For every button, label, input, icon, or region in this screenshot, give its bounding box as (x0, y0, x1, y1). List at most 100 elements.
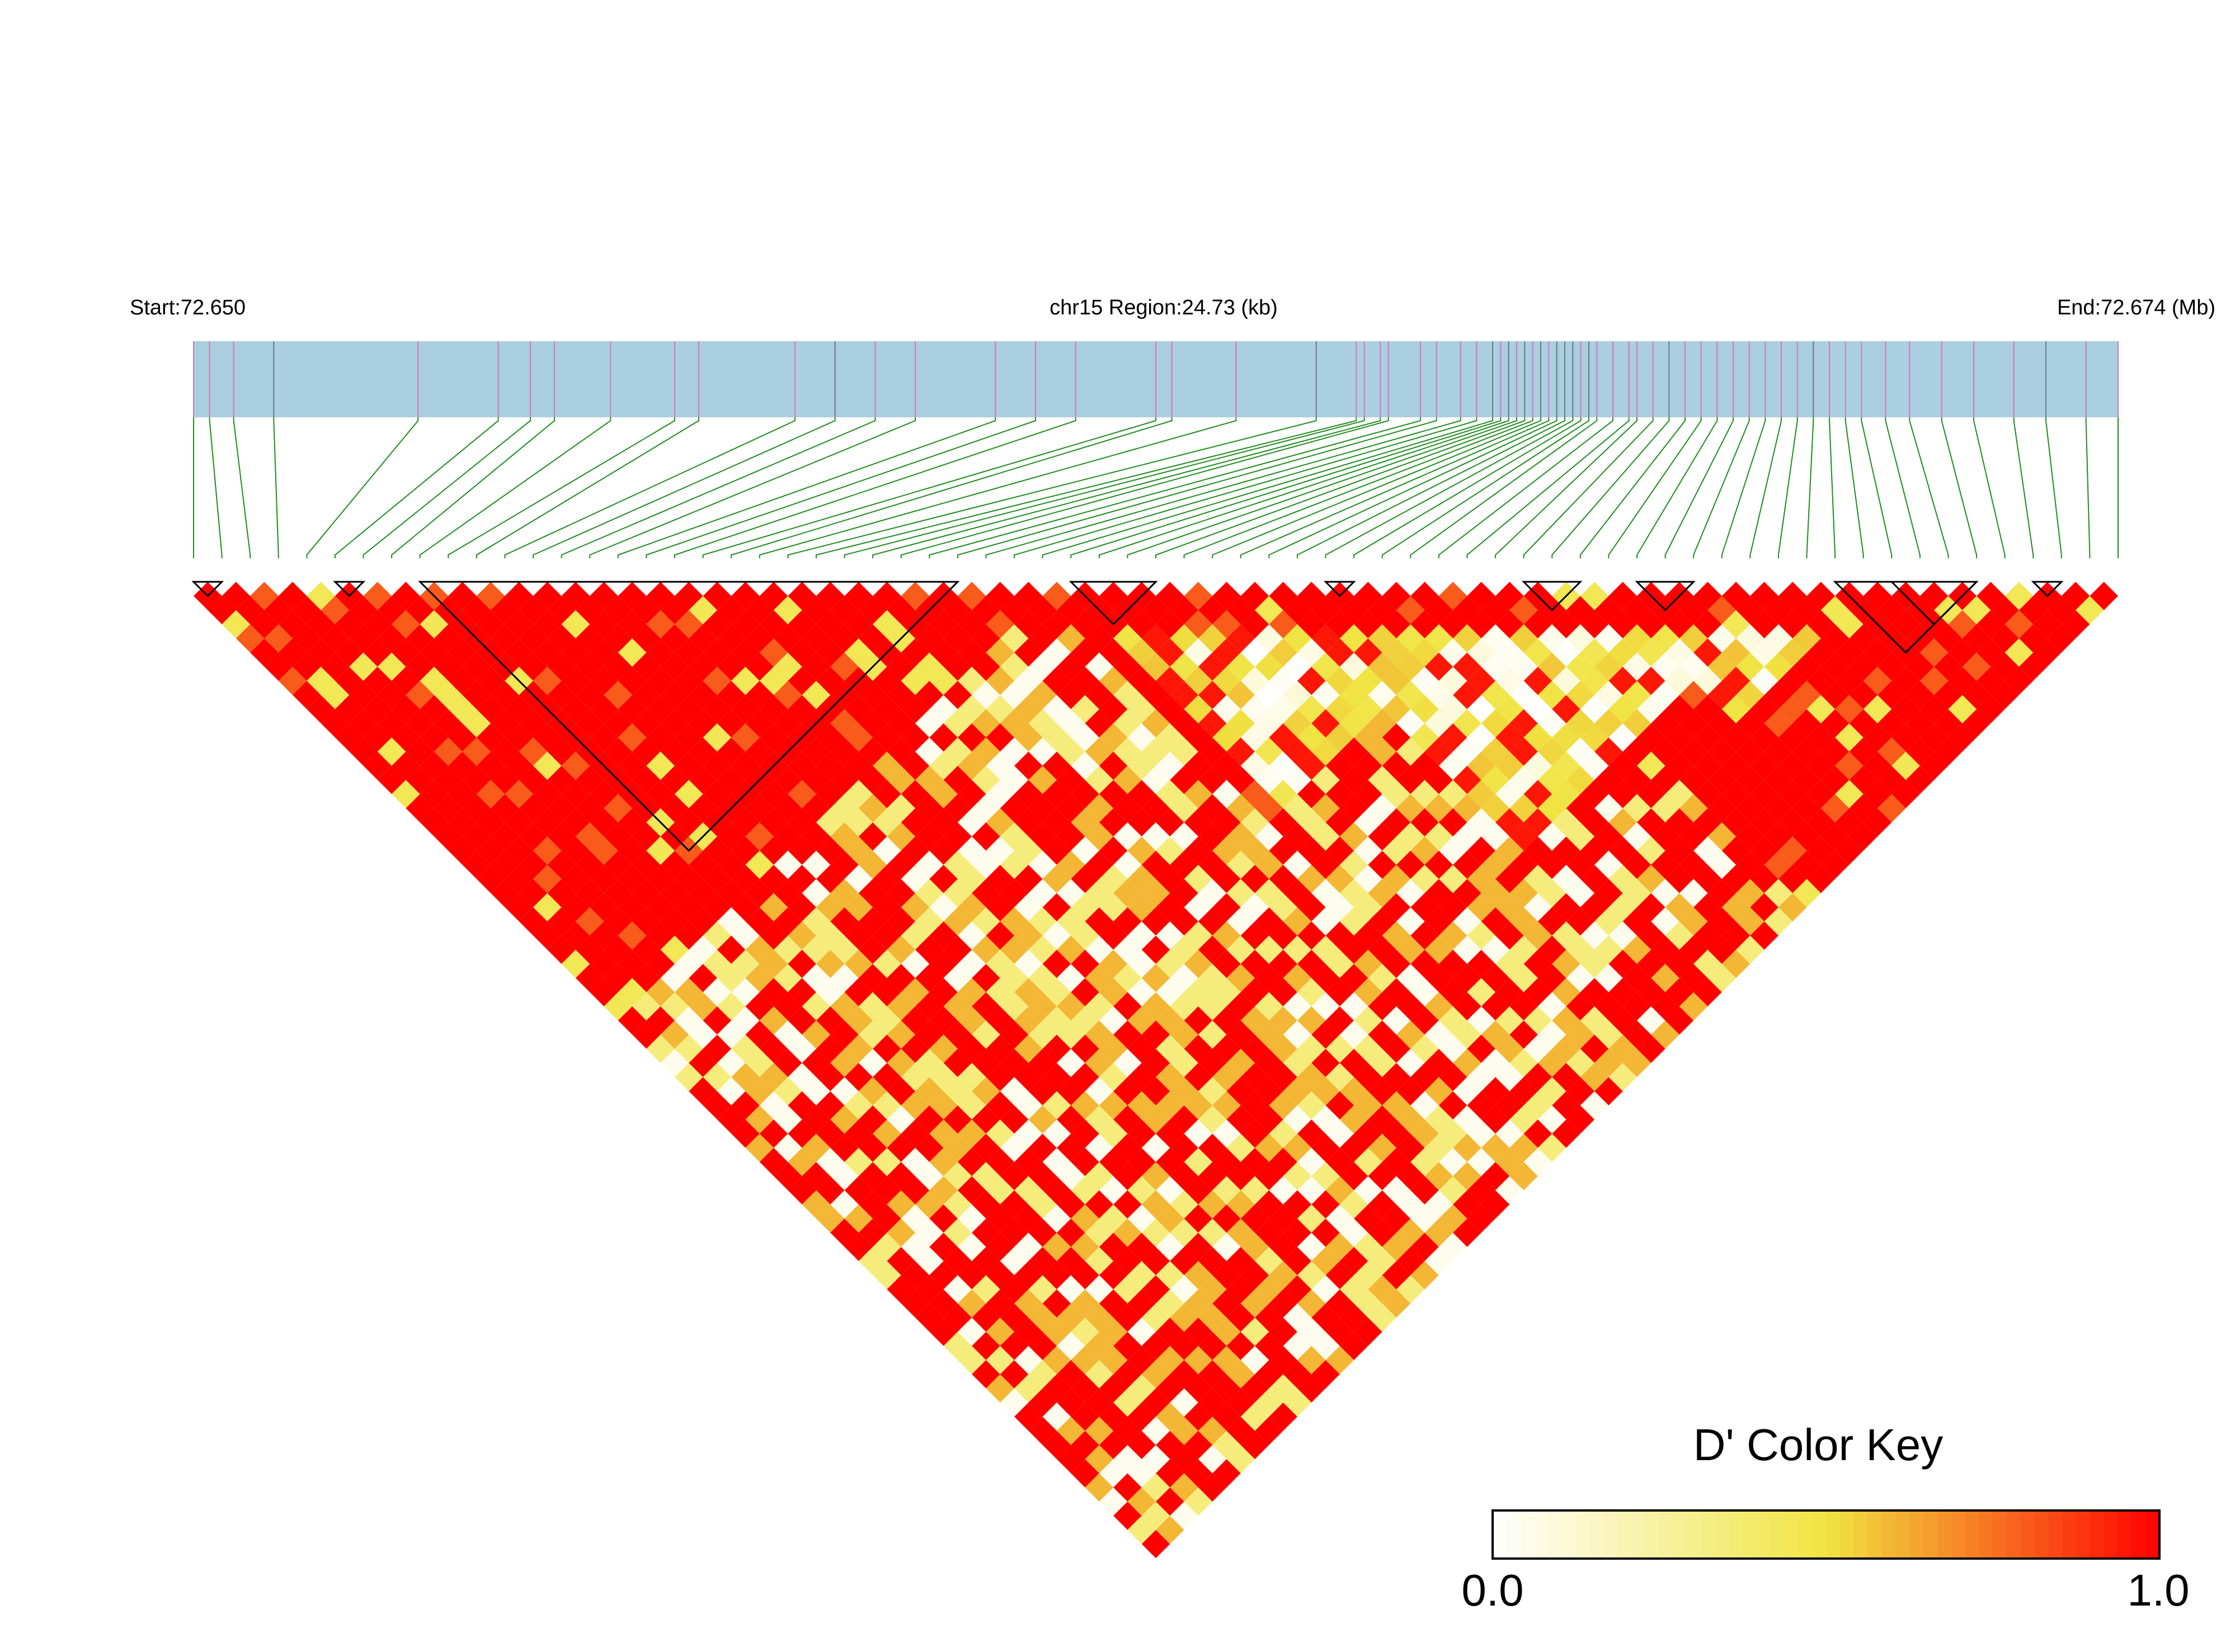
snp-connector-line (1885, 417, 1921, 558)
ld-cell (901, 1147, 930, 1176)
ld-cell (1467, 1091, 1496, 1120)
ld-cell (717, 963, 746, 992)
ld-cell (2005, 666, 2034, 695)
ld-cell (1311, 1077, 1340, 1105)
ld-cell (1424, 681, 1453, 709)
ld-cell (1113, 1331, 1142, 1361)
ld-cell (1283, 1020, 1312, 1049)
ld-cell (1141, 709, 1170, 738)
ld-cell (1170, 652, 1198, 681)
ld-cell (1467, 751, 1496, 780)
ld-cell (1481, 992, 1510, 1021)
ld-cell (1368, 1218, 1396, 1247)
ld-cell (1438, 1119, 1467, 1148)
ld-cell (1764, 681, 1793, 709)
ld-cell (1368, 1190, 1396, 1219)
ld-cell (1071, 1289, 1099, 1318)
ld-cell (1269, 610, 1297, 639)
ld-cell (1820, 624, 1850, 653)
ld-cell (434, 681, 463, 709)
ld-cell (802, 1190, 831, 1219)
ld-cell (1580, 582, 1609, 610)
ld-cell (1382, 1034, 1411, 1063)
ld-cell (1792, 737, 1821, 766)
ld-cell (1198, 1303, 1227, 1332)
ld-cell (759, 780, 788, 808)
snp-connector-line (1861, 417, 1893, 558)
ld-cell (1184, 780, 1213, 808)
ld-cell (604, 879, 633, 907)
ld-cell (1580, 1091, 1609, 1120)
ld-cell (1396, 1246, 1425, 1276)
ld-cell (1071, 1402, 1099, 1431)
snp-connector-line (1014, 417, 1478, 558)
snp-connector-line (448, 417, 675, 558)
ld-cell (1707, 624, 1737, 653)
ld-cell (1283, 765, 1312, 794)
ld-cell (660, 652, 689, 681)
ld-cell (1863, 751, 1892, 780)
ld-cell (321, 709, 350, 738)
ld-cell (957, 666, 986, 695)
ld-cell (1198, 1162, 1227, 1190)
ld-cell (1141, 879, 1170, 907)
ld-cell (1566, 879, 1595, 907)
ld-cell (1792, 765, 1821, 794)
ld-cell (1000, 1048, 1029, 1077)
ld-cell (1156, 808, 1184, 837)
ld-cell (1820, 794, 1850, 822)
ld-cell (887, 1048, 915, 1077)
ld-cell (1000, 1133, 1029, 1162)
ld-cell (476, 864, 505, 893)
ld-cell (1368, 963, 1396, 992)
ld-cell (1226, 1162, 1255, 1190)
ld-cell (1721, 723, 1751, 752)
ld-cell (1665, 864, 1694, 893)
ld-cell (1099, 1261, 1128, 1289)
ld-cell (1056, 794, 1085, 822)
ld-cell (491, 737, 519, 766)
ld-cell (1651, 935, 1679, 964)
ld-cell (1438, 864, 1467, 893)
color-key-swatch (1839, 1510, 1855, 1559)
ld-cell (1240, 1063, 1269, 1091)
ld-cell (1339, 765, 1368, 794)
ld-cell (1325, 1232, 1354, 1262)
ld-cell (1269, 751, 1297, 780)
ld-cell (901, 723, 930, 752)
ld-cell (1453, 737, 1481, 766)
ld-cell (1297, 1119, 1326, 1148)
ld-cell (1410, 1063, 1439, 1091)
snp-connector-line (787, 417, 1317, 558)
ld-cell (1311, 935, 1340, 964)
ld-cell (1127, 1261, 1156, 1289)
ld-cell (1283, 652, 1312, 681)
haplotype-block-outlines (191, 581, 2064, 852)
ld-cell (887, 963, 915, 992)
ld-cell (901, 808, 930, 837)
ld-cell (788, 864, 816, 893)
ld-cell (1283, 850, 1312, 879)
ld-cell (1028, 652, 1057, 681)
ld-cell (1566, 624, 1595, 653)
ld-cell (1014, 1232, 1043, 1262)
ld-cell (1820, 681, 1850, 709)
ld-cell (1509, 596, 1538, 624)
ld-cell (1000, 963, 1029, 992)
ld-cell (1750, 836, 1778, 865)
ld-cell (1552, 751, 1580, 780)
ld-cell (1396, 1133, 1425, 1162)
ld-cell (1325, 1317, 1354, 1346)
ld-cell (1000, 1190, 1029, 1219)
ld-cell (1467, 836, 1496, 865)
ld-cell (1028, 1388, 1057, 1417)
ld-cell (618, 836, 647, 865)
ld-cell (1820, 737, 1850, 766)
ld-cell (1099, 836, 1128, 865)
ld-cell (1255, 1133, 1283, 1162)
color-key-swatch (1798, 1510, 1813, 1559)
ld-cell (1071, 1345, 1099, 1375)
ld-cell (943, 1190, 972, 1219)
ld-cell (957, 751, 986, 780)
ld-cell (1226, 1388, 1255, 1417)
